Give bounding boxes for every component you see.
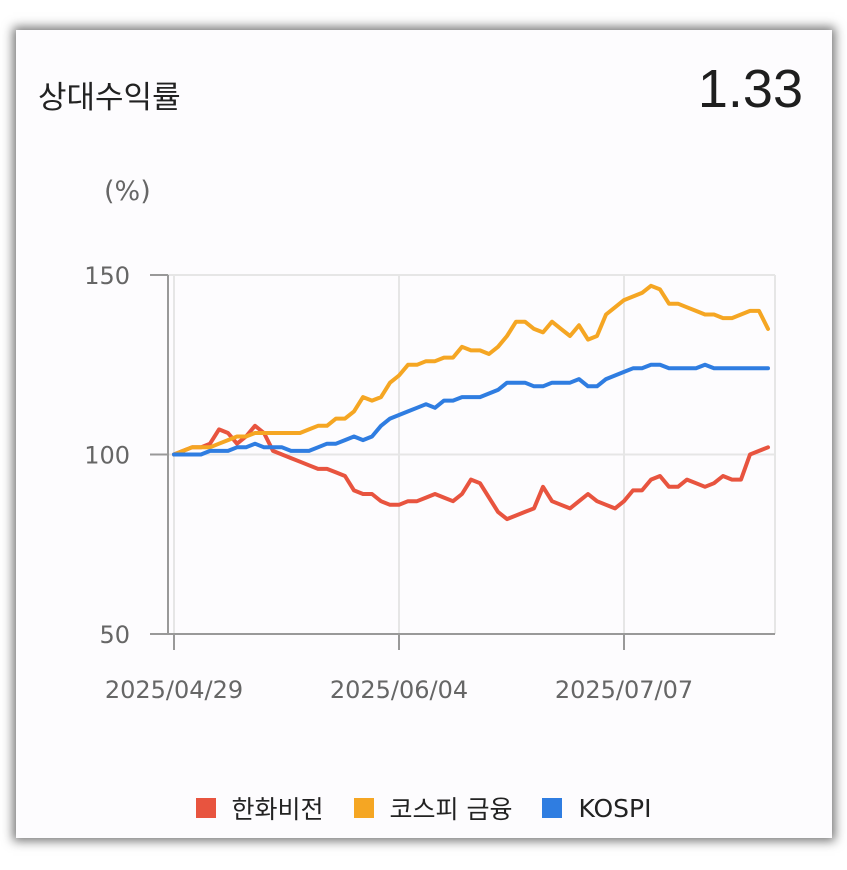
x-tick-label: 2025/06/04 [330, 676, 468, 704]
legend-item-0[interactable]: 한화비전 [195, 790, 324, 826]
y-tick-label: 100 [84, 442, 130, 470]
y-tick-label: 50 [99, 621, 130, 649]
legend-item-2[interactable]: KOSPI [542, 790, 652, 826]
legend-item-1[interactable]: 코스피 금융 [353, 790, 513, 826]
legend-swatch [195, 798, 216, 818]
chart-title: 상대수익률 [38, 80, 181, 116]
y-axis-unit: (%) [104, 176, 151, 207]
x-tick-label: 2025/04/29 [105, 676, 243, 704]
series-line-0 [172, 423, 770, 522]
y-tick-label: 150 [84, 262, 130, 290]
current-value: 1.33 [697, 59, 803, 119]
legend-label: KOSPI [578, 793, 652, 823]
series-line-1 [172, 283, 770, 457]
legend-label: 한화비전 [231, 795, 324, 824]
legend-swatch [353, 798, 374, 818]
legend-label: 코스피 금융 [389, 795, 513, 824]
chart-card [16, 30, 832, 838]
series-line-2 [172, 362, 770, 457]
chart-legend: 한화비전 코스피 금융 KOSPI [0, 790, 847, 826]
legend-swatch [542, 798, 563, 818]
x-tick-label: 2025/07/07 [555, 676, 693, 704]
